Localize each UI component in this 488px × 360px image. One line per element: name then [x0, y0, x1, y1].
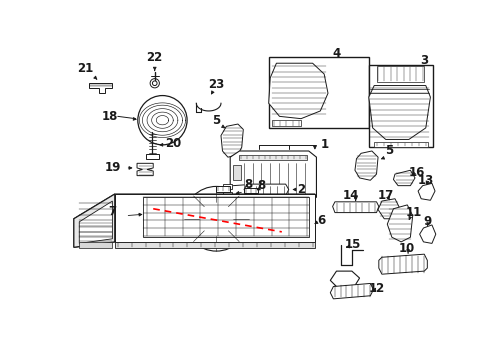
Polygon shape	[268, 57, 368, 128]
Circle shape	[227, 139, 235, 147]
Circle shape	[229, 141, 233, 145]
Polygon shape	[368, 65, 432, 147]
Polygon shape	[79, 201, 112, 243]
Text: 19: 19	[104, 161, 121, 175]
Polygon shape	[378, 254, 427, 274]
Circle shape	[256, 166, 286, 197]
Polygon shape	[79, 242, 112, 248]
Text: 11: 11	[405, 206, 421, 219]
Text: 22: 22	[146, 50, 163, 64]
Text: 8: 8	[244, 178, 252, 192]
Polygon shape	[239, 155, 306, 160]
Circle shape	[199, 202, 233, 236]
Text: 16: 16	[407, 166, 424, 179]
Polygon shape	[230, 151, 316, 205]
Text: 20: 20	[165, 137, 181, 150]
Polygon shape	[216, 186, 230, 192]
Polygon shape	[74, 194, 314, 247]
Polygon shape	[233, 165, 241, 180]
Text: 2: 2	[296, 183, 305, 196]
Polygon shape	[373, 142, 427, 147]
Polygon shape	[89, 83, 112, 93]
Polygon shape	[222, 184, 231, 189]
Polygon shape	[244, 184, 288, 195]
Polygon shape	[417, 183, 434, 200]
Text: 21: 21	[77, 62, 93, 75]
Text: 5: 5	[212, 114, 220, 127]
Polygon shape	[221, 124, 243, 157]
Polygon shape	[143, 197, 308, 237]
Text: 3: 3	[419, 54, 427, 67]
Polygon shape	[329, 283, 373, 299]
Polygon shape	[377, 199, 399, 219]
Text: 15: 15	[344, 238, 360, 251]
Polygon shape	[376, 66, 424, 82]
Polygon shape	[368, 86, 429, 139]
Polygon shape	[74, 194, 115, 247]
Text: 1: 1	[320, 138, 328, 151]
Polygon shape	[268, 63, 327, 119]
Polygon shape	[271, 120, 301, 126]
Text: 12: 12	[367, 282, 384, 294]
Text: 9: 9	[422, 215, 430, 228]
Text: 23: 23	[208, 77, 224, 90]
Polygon shape	[115, 194, 314, 242]
Text: 10: 10	[398, 242, 415, 255]
Polygon shape	[244, 188, 257, 193]
Circle shape	[264, 174, 279, 189]
Polygon shape	[386, 205, 412, 242]
Polygon shape	[222, 192, 231, 197]
Text: 6: 6	[316, 214, 325, 227]
Text: 14: 14	[342, 189, 359, 202]
Text: 8: 8	[256, 179, 264, 192]
Circle shape	[138, 95, 187, 145]
Polygon shape	[146, 154, 158, 159]
Polygon shape	[137, 163, 153, 176]
Circle shape	[382, 94, 416, 128]
Text: 13: 13	[417, 174, 433, 187]
Polygon shape	[329, 271, 359, 288]
Circle shape	[150, 78, 159, 88]
Text: 5: 5	[384, 144, 392, 157]
Text: 17: 17	[377, 189, 393, 202]
Polygon shape	[393, 170, 414, 186]
Polygon shape	[354, 151, 377, 180]
Circle shape	[183, 186, 248, 251]
Polygon shape	[115, 242, 314, 248]
Circle shape	[152, 81, 157, 86]
Text: 18: 18	[102, 110, 118, 123]
Text: 4: 4	[332, 48, 340, 60]
Polygon shape	[419, 225, 435, 243]
Polygon shape	[332, 202, 378, 213]
Text: 7: 7	[108, 204, 116, 217]
